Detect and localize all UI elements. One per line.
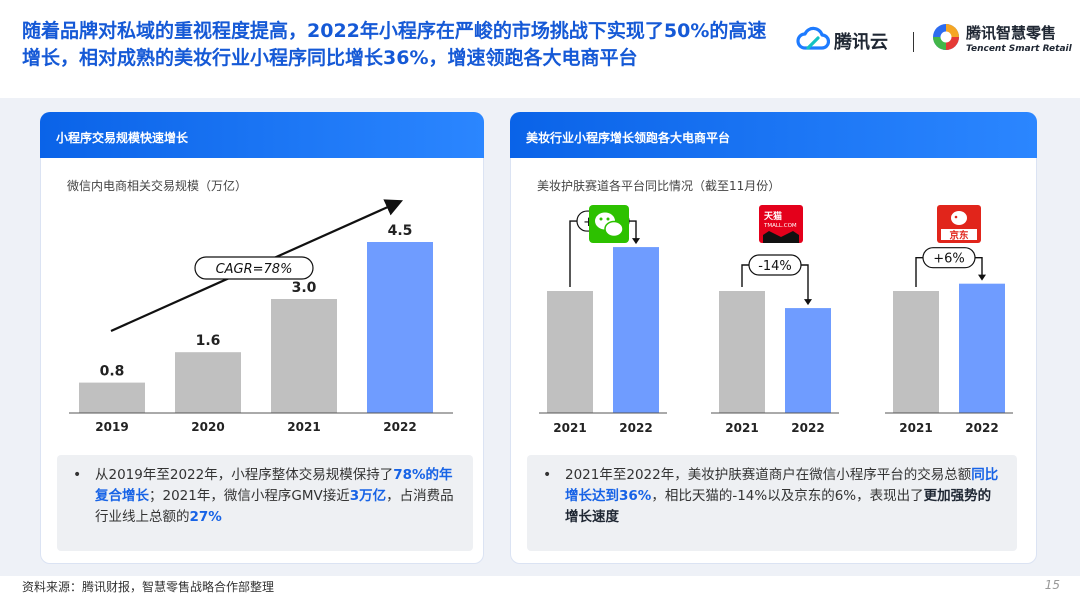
logo-divider bbox=[913, 32, 914, 52]
cagr-pill bbox=[194, 256, 314, 280]
tencent-cloud-wordmark: 腾讯云 bbox=[834, 32, 888, 53]
bullet-highlight: 3万亿 bbox=[349, 488, 387, 504]
tmall-cat-silhouette bbox=[763, 231, 799, 243]
card-header: 美妆行业小程序增长领跑各大电商平台 bbox=[510, 112, 1037, 158]
bar-微信-2022 bbox=[613, 247, 659, 413]
tencent-cloud-icon bbox=[796, 26, 830, 50]
change-label: +6% bbox=[933, 252, 965, 267]
jd-text-bg bbox=[941, 229, 977, 240]
bullet-dot: • bbox=[73, 467, 82, 483]
x-tick-label: 2019 bbox=[95, 420, 128, 434]
smart-retail-wordmark: 腾讯智慧零售 bbox=[966, 24, 1057, 42]
summary-bullet: • 2021年至2022年，美妆护肤赛道商户在微信小程序平台的交易总额同比增长达… bbox=[527, 455, 1017, 551]
x-tick-label: 2021 bbox=[287, 420, 320, 434]
logo-area: 腾讯云 腾讯智慧零售 Tencent Smart Retail bbox=[796, 20, 1072, 64]
bar-2022 bbox=[367, 242, 433, 413]
platform-growth-chart: 20212022+36%20212022-14%20212022+6%天猫TMA… bbox=[539, 205, 1013, 435]
bar-京东-2021 bbox=[893, 291, 939, 413]
page-number: 15 bbox=[1044, 578, 1060, 592]
chart-subtitle: 微信内电商相关交易规模（万亿） bbox=[67, 179, 248, 193]
bar-2020 bbox=[175, 352, 241, 413]
x-tick-label: 2022 bbox=[619, 421, 652, 435]
smart-retail-icon bbox=[933, 24, 959, 50]
smart-retail-english: Tencent Smart Retail bbox=[966, 44, 1072, 54]
bullet-text: ，相比天猫的-14%以及京东的6%，表现出了 bbox=[651, 488, 924, 504]
page-headline: 随着品牌对私域的重视程度提高，2022年小程序在严峻的市场挑战下实现了50%的高… bbox=[22, 20, 767, 69]
data-label: 3.0 bbox=[292, 280, 317, 296]
change-pill bbox=[922, 247, 976, 269]
x-tick-label: 2022 bbox=[791, 421, 824, 435]
bullet-highlight: 78%的年复合增长 bbox=[95, 467, 453, 504]
bar-天猫-2022 bbox=[785, 308, 831, 413]
tmall-logo-text: 天猫 bbox=[764, 210, 782, 222]
wechat-bubble-small bbox=[604, 220, 624, 238]
jd-dog-eye bbox=[954, 215, 958, 219]
x-tick-label: 2020 bbox=[191, 420, 224, 434]
data-label: 1.6 bbox=[196, 333, 221, 349]
cagr-label: CAGR=78% bbox=[216, 262, 293, 277]
bar-天猫-2021 bbox=[719, 291, 765, 413]
change-arrowhead bbox=[978, 274, 986, 281]
jd-logo-text: 京东 bbox=[949, 230, 969, 242]
bullet-text: ，占消费品行业线上总额的 bbox=[95, 488, 454, 525]
beauty-growth-card: 美妆行业小程序增长领跑各大电商平台 美妆护肤赛道各平台同比情况（截至11月份） … bbox=[510, 112, 1037, 564]
bar-2019 bbox=[79, 382, 145, 413]
bar-微信-2021 bbox=[547, 291, 593, 413]
change-pill bbox=[748, 254, 802, 276]
wechat-eye bbox=[606, 217, 610, 221]
change-arrowhead bbox=[632, 238, 640, 245]
data-label: 0.8 bbox=[100, 364, 125, 380]
source-note: 资料来源：腾讯财报，智慧零售战略合作部整理 bbox=[22, 580, 275, 594]
x-tick-label: 2021 bbox=[553, 421, 586, 435]
tmall-logo-sub: TMALL.COM bbox=[763, 223, 797, 229]
bullet-highlight: 27% bbox=[189, 509, 222, 525]
card-header: 小程序交易规模快速增长 bbox=[40, 112, 484, 158]
chart-subtitle: 美妆护肤赛道各平台同比情况（截至11月份） bbox=[537, 179, 781, 193]
x-tick-label: 2022 bbox=[965, 421, 998, 435]
jd-dog-head bbox=[951, 211, 967, 225]
bullet-text: ；2021年，微信小程序GMV接近 bbox=[149, 488, 350, 504]
bar-2021 bbox=[271, 299, 337, 413]
change-arrowhead bbox=[804, 299, 812, 306]
bullet-bold: 更加强势的增长速度 bbox=[565, 488, 992, 525]
change-label: -14% bbox=[758, 259, 792, 274]
x-tick-label: 2021 bbox=[725, 421, 758, 435]
bullet-text: 2021年至2022年，美妆护肤赛道商户在微信小程序平台的交易总额 bbox=[565, 467, 972, 483]
transaction-scale-chart: 0.8 2019 1.6 2020 3.0 2021 4.5 2022 CAGR=78% bbox=[69, 199, 453, 434]
bar-京东-2022 bbox=[959, 283, 1005, 413]
summary-bullet: • 从2019年至2022年，小程序整体交易规模保持了78%的年复合增长；202… bbox=[57, 455, 473, 551]
data-label: 4.5 bbox=[388, 223, 413, 239]
wechat-eye bbox=[599, 217, 603, 221]
transaction-scale-card: 小程序交易规模快速增长 微信内电商相关交易规模（万亿） 0.8 2019 1.6 20… bbox=[40, 112, 484, 564]
bullet-text: 从2019年至2022年，小程序整体交易规模保持了 bbox=[95, 467, 394, 483]
bullet-highlight: 同比增长达到36% bbox=[565, 467, 999, 504]
bullet-dot: • bbox=[543, 467, 552, 483]
x-tick-label: 2022 bbox=[383, 420, 416, 434]
x-tick-label: 2021 bbox=[899, 421, 932, 435]
